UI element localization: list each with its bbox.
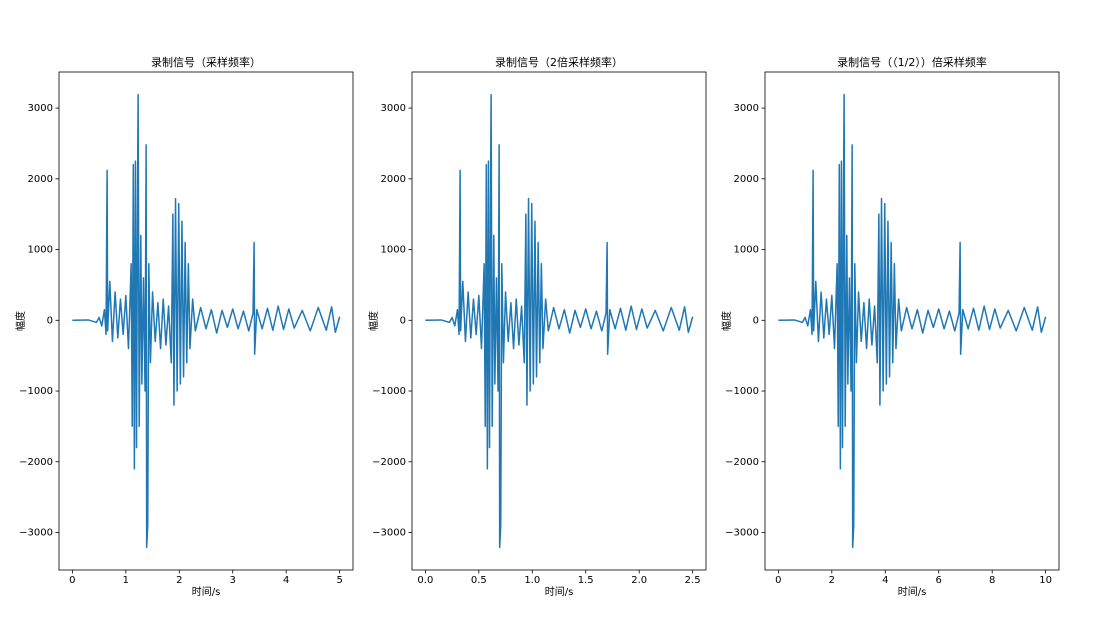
x-tick-label: 1.0 [524, 575, 540, 586]
x-tick-label: 5 [336, 575, 342, 586]
signal-line [778, 93, 1047, 549]
x-tick-label: 3 [230, 575, 236, 586]
y-axis-label: 幅度 [14, 311, 27, 331]
axes-frame [58, 71, 354, 571]
chart-title: 录制信号（2倍采样频率） [495, 55, 623, 69]
y-tick-label: 2000 [381, 174, 406, 185]
x-tick-label: 4 [283, 575, 289, 586]
x-tick-label: 0 [69, 575, 75, 586]
x-tick-label: 0 [775, 575, 781, 586]
signal-line [72, 93, 341, 549]
y-tick-label: 0 [753, 315, 759, 326]
y-tick-label: −1000 [725, 386, 759, 397]
y-tick-label: −1000 [372, 386, 406, 397]
y-tick-label: −3000 [725, 528, 759, 539]
x-tick-label: 6 [936, 575, 942, 586]
y-tick-label: 3000 [381, 103, 406, 114]
y-tick-label: 1000 [381, 245, 406, 256]
x-tick-label: 4 [882, 575, 888, 586]
signal-line [425, 93, 694, 549]
chart-title: 录制信号（采样频率） [151, 55, 261, 69]
y-tick-label: −2000 [19, 457, 53, 468]
y-axis-label: 幅度 [367, 311, 380, 331]
y-tick-label: −2000 [725, 457, 759, 468]
y-tick-label: 3000 [28, 103, 53, 114]
axes-frame [764, 71, 1060, 571]
x-tick-label: 2.0 [631, 575, 647, 586]
x-axis-label: 时间/s [545, 585, 574, 598]
y-tick-label: 2000 [734, 174, 759, 185]
x-tick-label: 1 [123, 575, 129, 586]
x-tick-label: 2 [176, 575, 182, 586]
y-tick-label: 1000 [28, 245, 53, 256]
y-tick-label: 0 [47, 315, 53, 326]
y-axis-label: 幅度 [720, 311, 733, 331]
x-axis-label: 时间/s [192, 585, 221, 598]
x-tick-label: 2.5 [685, 575, 701, 586]
x-tick-label: 1.5 [578, 575, 594, 586]
y-tick-label: 2000 [28, 174, 53, 185]
y-tick-label: 0 [400, 315, 406, 326]
x-tick-label: 10 [1039, 575, 1052, 586]
chart-title: 录制信号（（1/2））倍采样频率 [837, 55, 987, 69]
x-axis-label: 时间/s [898, 585, 927, 598]
axes-frame [411, 71, 707, 571]
x-tick-label: 0.0 [417, 575, 433, 586]
x-tick-label: 8 [989, 575, 995, 586]
x-tick-label: 2 [829, 575, 835, 586]
y-tick-label: 3000 [734, 103, 759, 114]
y-tick-label: −3000 [372, 528, 406, 539]
x-tick-label: 0.5 [471, 575, 487, 586]
y-tick-label: 1000 [734, 245, 759, 256]
y-tick-label: −3000 [19, 528, 53, 539]
y-tick-label: −2000 [372, 457, 406, 468]
y-tick-label: −1000 [19, 386, 53, 397]
